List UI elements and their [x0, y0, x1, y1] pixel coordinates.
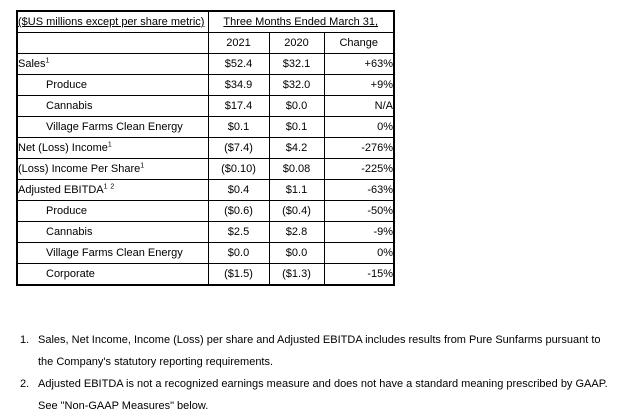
footnote-text: Sales, Net Income, Income (Loss) per sha… — [38, 329, 616, 373]
value-change: -9% — [323, 221, 395, 243]
value-2021: $0.1 — [207, 116, 270, 138]
financial-summary-table: ($US millions except per share metric) T… — [16, 10, 395, 286]
value-change: -225% — [323, 158, 395, 180]
footnote-ref: 1 — [140, 162, 145, 170]
footnote-line: Sales, Net Income, Income (Loss) per sha… — [38, 334, 601, 346]
row-label-text: Produce — [46, 205, 87, 217]
value-2020: $0.08 — [268, 158, 325, 180]
value-2021: $2.5 — [207, 221, 270, 243]
value-2021: ($7.4) — [207, 137, 270, 159]
value-change: +9% — [323, 74, 395, 96]
value-change: -276% — [323, 137, 395, 159]
value-2021: $17.4 — [207, 95, 270, 117]
period-title: Three Months Ended March 31, — [207, 10, 395, 33]
footnote-number: 1. — [20, 334, 30, 346]
row-label: Cannabis — [16, 95, 209, 117]
row-label-text: (Loss) Income Per Share — [18, 163, 141, 175]
row-label: Produce — [16, 200, 209, 222]
value-2020: $32.1 — [268, 53, 325, 75]
value-2020: $32.0 — [268, 74, 325, 96]
value-2021: ($1.5) — [207, 263, 270, 286]
value-change: N/A — [323, 95, 395, 117]
footnotes: 1. Sales, Net Income, Income (Loss) per … — [20, 329, 616, 417]
footnote-number: 2. — [20, 378, 30, 390]
footnote-ref: 1 — [107, 141, 113, 149]
value-2020: $0.0 — [268, 242, 325, 264]
row-label: Net (Loss) Income1 — [16, 137, 209, 159]
units-label: ($US millions except per share metric) — [16, 10, 209, 33]
column-header-2020: 2020 — [268, 32, 325, 54]
row-label: Cannabis — [16, 221, 209, 243]
row-label: Village Farms Clean Energy — [16, 116, 209, 138]
row-label-text: Net (Loss) Income — [18, 142, 108, 154]
table-row-ebitda-corporate: Corporate ($1.5) ($1.3) -15% — [16, 263, 395, 286]
value-2020: ($0.4) — [268, 200, 325, 222]
table-row-loss-income-per-share: (Loss) Income Per Share1 ($0.10) $0.08 -… — [16, 158, 395, 180]
footnote-line: the Company's statutory reporting requir… — [38, 356, 274, 368]
table-row-sales: Sales1 $52.4 $32.1 +63% — [16, 53, 395, 75]
table-row-ebitda-cannabis: Cannabis $2.5 $2.8 -9% — [16, 221, 395, 243]
table-row-sales-produce: Produce $34.9 $32.0 +9% — [16, 74, 395, 96]
row-label: Village Farms Clean Energy — [16, 242, 209, 264]
value-change: +63% — [323, 53, 395, 75]
footnote-ref: 1 2 — [103, 183, 115, 191]
row-label-text: Produce — [46, 79, 87, 91]
footnote-ref: 1 — [45, 57, 50, 65]
table-row-ebitda-produce: Produce ($0.6) ($0.4) -50% — [16, 200, 395, 222]
row-label-text: Village Farms Clean Energy — [46, 247, 183, 259]
row-label-text: Corporate — [46, 268, 95, 280]
table-row-sales-clean-energy: Village Farms Clean Energy $0.1 $0.1 0% — [16, 116, 395, 138]
row-label-text: Adjusted EBITDA — [18, 184, 104, 196]
row-label: Sales1 — [16, 53, 209, 75]
value-change: 0% — [323, 242, 395, 264]
footnote-1: 1. Sales, Net Income, Income (Loss) per … — [20, 329, 616, 373]
value-2020: ($1.3) — [268, 263, 325, 286]
row-label: Adjusted EBITDA1 2 — [16, 179, 209, 201]
value-change: -15% — [323, 263, 395, 286]
table-row-ebitda-clean-energy: Village Farms Clean Energy $0.0 $0.0 0% — [16, 242, 395, 264]
value-2021: $34.9 — [207, 74, 270, 96]
value-2020: $0.1 — [268, 116, 325, 138]
row-label: (Loss) Income Per Share1 — [16, 158, 209, 180]
value-2021: ($0.10) — [207, 158, 270, 180]
row-label-text: Sales — [18, 58, 46, 70]
value-change: -50% — [323, 200, 395, 222]
row-label-text: Cannabis — [46, 100, 93, 112]
value-2020: $4.2 — [268, 137, 325, 159]
header-row-years: 2021 2020 Change — [16, 32, 395, 54]
value-2020: $1.1 — [268, 179, 325, 201]
footnote-2: 2. Adjusted EBITDA is not a recognized e… — [20, 373, 616, 417]
empty-header-cell — [16, 32, 209, 54]
value-2021: $0.0 — [207, 242, 270, 264]
value-change: 0% — [323, 116, 395, 138]
value-2020: $0.0 — [268, 95, 325, 117]
table-row-net-loss-income: Net (Loss) Income1 ($7.4) $4.2 -276% — [16, 137, 395, 159]
value-2021: $52.4 — [207, 53, 270, 75]
footnote-line: Adjusted EBITDA is not a recognized earn… — [38, 378, 608, 390]
row-label: Produce — [16, 74, 209, 96]
value-2020: $2.8 — [268, 221, 325, 243]
footnote-text: Adjusted EBITDA is not a recognized earn… — [38, 373, 616, 417]
footnote-line: See "Non-GAAP Measures" below. — [38, 400, 209, 412]
value-2021: $0.4 — [207, 179, 270, 201]
row-label-text: Village Farms Clean Energy — [46, 121, 183, 133]
row-label-text: Cannabis — [46, 226, 93, 238]
value-2021: ($0.6) — [207, 200, 270, 222]
value-change: -63% — [323, 179, 395, 201]
row-label: Corporate — [16, 263, 209, 286]
financial-summary-table-wrap: ($US millions except per share metric) T… — [16, 10, 395, 286]
header-row-title: ($US millions except per share metric) T… — [16, 10, 395, 33]
column-header-2021: 2021 — [207, 32, 270, 54]
column-header-change: Change — [323, 32, 395, 54]
table-row-adjusted-ebitda: Adjusted EBITDA1 2 $0.4 $1.1 -63% — [16, 179, 395, 201]
table-row-sales-cannabis: Cannabis $17.4 $0.0 N/A — [16, 95, 395, 117]
